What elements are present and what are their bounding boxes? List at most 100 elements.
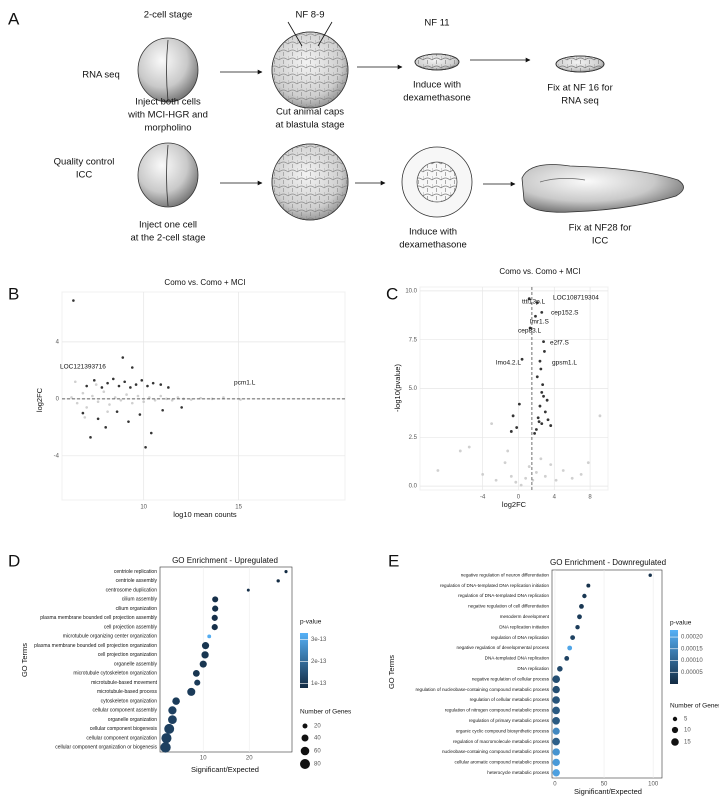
size-label: 20 bbox=[314, 724, 321, 730]
colorbar-label: 0.00020 bbox=[681, 635, 703, 641]
point bbox=[538, 359, 542, 363]
legend-title: Number of Genes bbox=[670, 703, 719, 710]
size-key bbox=[300, 746, 310, 756]
stage-label: NF 11 bbox=[424, 18, 449, 29]
size-label: 15 bbox=[684, 740, 691, 746]
point bbox=[467, 445, 471, 449]
panel-label: D bbox=[8, 551, 20, 570]
x-tick-label: 8 bbox=[588, 495, 592, 501]
step-caption: Induce with bbox=[413, 80, 461, 91]
point bbox=[539, 457, 543, 461]
dot bbox=[161, 733, 172, 744]
point bbox=[91, 394, 94, 398]
point bbox=[123, 380, 126, 384]
size-key bbox=[671, 738, 679, 746]
point bbox=[96, 417, 100, 421]
x-axis-label: log2FC bbox=[502, 500, 527, 509]
chart-title: Como vs. Como + MCI bbox=[499, 267, 580, 276]
point bbox=[151, 381, 155, 385]
point bbox=[598, 414, 602, 418]
y-tick-label: regulation of nitrogen compound metaboli… bbox=[445, 708, 550, 713]
gene-label: lmr1.S bbox=[530, 319, 549, 326]
dot bbox=[212, 596, 219, 603]
y-tick-label: mesoderm development bbox=[500, 614, 550, 619]
dot bbox=[164, 723, 175, 734]
y-tick-label: cilium organization bbox=[116, 606, 158, 612]
panel-label: C bbox=[386, 284, 398, 303]
x-tick-label: 50 bbox=[601, 782, 608, 788]
y-tick-label: microtubule organizing center organizati… bbox=[63, 634, 157, 640]
colorbar-label: 3e-13 bbox=[311, 637, 327, 643]
dot bbox=[194, 679, 201, 686]
y-tick-label: cilium assembly bbox=[122, 597, 158, 603]
y-tick-label: 5.0 bbox=[409, 386, 418, 392]
x-tick-label: -4 bbox=[480, 495, 486, 501]
point bbox=[146, 384, 149, 388]
x-axis-label: log10 mean counts bbox=[173, 510, 237, 519]
point bbox=[72, 299, 75, 302]
point bbox=[136, 394, 140, 398]
point bbox=[180, 406, 183, 409]
point bbox=[436, 469, 440, 472]
y-tick-label: cell projection organization bbox=[98, 652, 157, 658]
point bbox=[542, 394, 545, 398]
colorbar bbox=[670, 630, 678, 684]
y-axis-label: -log10(pvalue) bbox=[393, 364, 402, 412]
x-tick-label: 0 bbox=[517, 495, 521, 501]
dot bbox=[201, 642, 210, 650]
y-tick-label: 10.0 bbox=[405, 288, 417, 294]
point bbox=[119, 398, 123, 402]
dot bbox=[552, 769, 560, 777]
dot bbox=[211, 624, 218, 631]
gene-label: LOC121393716 bbox=[60, 364, 106, 371]
dot bbox=[552, 737, 560, 746]
step-caption: Induce with bbox=[409, 227, 457, 238]
size-key bbox=[302, 723, 308, 729]
dot bbox=[577, 614, 582, 620]
point bbox=[85, 406, 88, 409]
dot bbox=[172, 697, 180, 705]
size-label: 5 bbox=[684, 717, 688, 723]
point bbox=[539, 367, 543, 371]
dot bbox=[160, 742, 171, 753]
dot bbox=[552, 706, 560, 715]
point bbox=[533, 431, 536, 435]
size-key bbox=[671, 726, 679, 734]
y-tick-label: 4 bbox=[56, 339, 60, 345]
step-caption: ICC bbox=[592, 236, 609, 247]
dot bbox=[648, 573, 652, 577]
point bbox=[153, 398, 157, 402]
panel-label: B bbox=[8, 284, 19, 303]
y-tick-label: cellular component biogenesis bbox=[90, 726, 158, 732]
point bbox=[527, 297, 531, 301]
point bbox=[75, 401, 79, 405]
colorbar-label: 0.00010 bbox=[681, 658, 703, 664]
y-tick-label: cellular component assembly bbox=[93, 708, 158, 714]
point bbox=[540, 310, 544, 314]
colorbar-label: 2e-13 bbox=[311, 659, 327, 665]
gene-label: gpsm1.L bbox=[552, 360, 577, 367]
y-tick-label: negative regulation of developmental pro… bbox=[457, 645, 550, 650]
step-caption: Fix at NF28 for bbox=[569, 223, 632, 234]
x-tick-label: 0 bbox=[553, 782, 557, 788]
point bbox=[70, 396, 73, 399]
point bbox=[540, 391, 544, 394]
step-caption: at the 2-cell stage bbox=[131, 233, 206, 244]
colorbar-label: 0.00005 bbox=[681, 670, 703, 676]
y-tick-label: 0 bbox=[56, 396, 60, 402]
point bbox=[89, 436, 92, 439]
point bbox=[115, 410, 119, 413]
x-tick-label: 10 bbox=[140, 505, 147, 511]
point bbox=[527, 465, 531, 468]
point bbox=[113, 396, 117, 399]
gene-label: e2f7.S bbox=[550, 340, 569, 347]
y-tick-label: negative regulation of neuron differenti… bbox=[461, 572, 550, 577]
dot bbox=[575, 625, 580, 630]
dot bbox=[552, 748, 560, 756]
point bbox=[579, 472, 583, 476]
panel-a-illustrations bbox=[137, 21, 684, 221]
point bbox=[506, 449, 510, 453]
dot bbox=[567, 645, 573, 651]
dot bbox=[168, 706, 177, 715]
point bbox=[144, 445, 147, 449]
